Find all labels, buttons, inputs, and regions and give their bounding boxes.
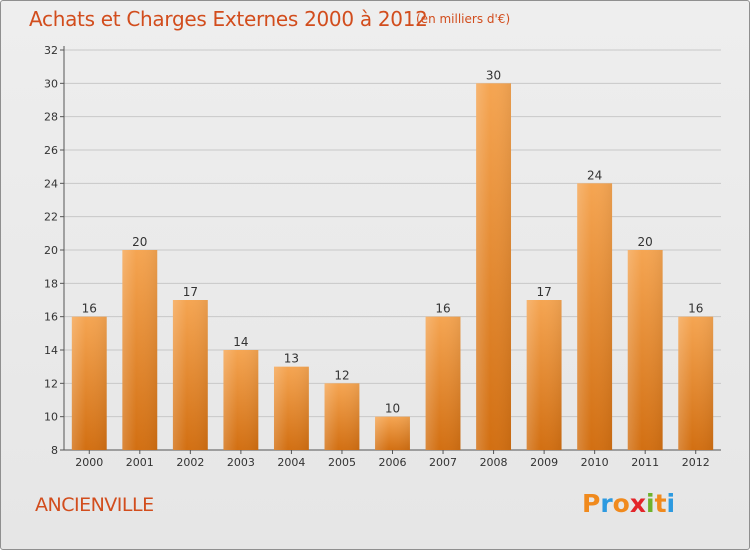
logo-letter: i xyxy=(646,489,655,518)
bar-shine xyxy=(678,316,714,450)
logo-letter: P xyxy=(582,489,601,518)
logo-letter: r xyxy=(600,489,613,518)
bar-shine xyxy=(425,316,461,450)
bar-shine xyxy=(375,416,410,450)
value-label-2001: 20 xyxy=(132,235,147,249)
x-tick-label: 2000 xyxy=(75,456,103,469)
x-tick-label: 2001 xyxy=(126,456,154,469)
y-tick-label: 10 xyxy=(44,411,58,424)
labels: 16 20 17 14 13 12 10 16 30 17 24 20 16 xyxy=(82,68,704,415)
logo-letter: i xyxy=(666,489,676,518)
bar-shine xyxy=(172,300,208,450)
logo-letter: o xyxy=(612,489,630,518)
value-label-2011: 20 xyxy=(638,235,653,249)
chart-unit: (en milliers d'€) xyxy=(416,12,511,26)
bar-shine xyxy=(273,366,309,450)
value-label-2010: 24 xyxy=(587,168,602,182)
y-tick-label: 8 xyxy=(51,444,58,457)
y-tick-label: 28 xyxy=(44,111,58,124)
x-tick-label: 2010 xyxy=(581,456,609,469)
y-tick-label: 32 xyxy=(44,44,58,57)
bar-shine xyxy=(577,183,613,451)
value-label-2004: 13 xyxy=(284,352,299,366)
x-tick-label: 2003 xyxy=(227,456,255,469)
bars xyxy=(71,83,714,451)
value-label-2008: 30 xyxy=(486,68,501,82)
y-tick-label: 24 xyxy=(44,177,58,190)
y-tick-label: 12 xyxy=(44,377,58,390)
y-tick-label: 16 xyxy=(44,311,58,324)
value-label-2012: 16 xyxy=(688,302,703,316)
bar-shine xyxy=(526,300,562,450)
bar-shine xyxy=(71,316,107,450)
value-label-2003: 14 xyxy=(233,335,248,349)
bar-shine xyxy=(476,83,512,450)
bar-shine xyxy=(223,350,259,450)
x-tick-label: 2008 xyxy=(480,456,508,469)
commune-name: ANCIENVILLE xyxy=(35,494,154,516)
x-tick-label: 2012 xyxy=(682,456,710,469)
y-tick-label: 20 xyxy=(44,244,58,257)
x-tick-label: 2006 xyxy=(379,456,407,469)
chart-title: Achats et Charges Externes 2000 à 2012 xyxy=(29,7,428,31)
y-tick-label: 22 xyxy=(44,211,58,224)
y-tick-label: 18 xyxy=(44,277,58,290)
bar-shine xyxy=(324,383,360,450)
logo-letter: t xyxy=(654,489,667,518)
x-tick-label: 2005 xyxy=(328,456,356,469)
value-label-2000: 16 xyxy=(82,302,97,316)
value-label-2005: 12 xyxy=(334,368,349,382)
grid xyxy=(64,49,721,418)
value-label-2009: 17 xyxy=(536,285,551,299)
logo-letter: x xyxy=(629,489,646,518)
x-tick-label: 2002 xyxy=(176,456,204,469)
y-tick-label: 26 xyxy=(44,144,58,157)
proxiti-logo: Proxiti xyxy=(582,489,675,518)
value-label-2006: 10 xyxy=(385,402,400,416)
x-tick-label: 2011 xyxy=(631,456,659,469)
x-tick-label: 2004 xyxy=(277,456,305,469)
x-tick-label: 2009 xyxy=(530,456,558,469)
y-tick-label: 30 xyxy=(44,77,58,90)
x-tick-label: 2007 xyxy=(429,456,457,469)
bar-shine xyxy=(627,250,663,450)
y-tick-label: 14 xyxy=(44,344,58,357)
value-label-2002: 17 xyxy=(183,285,198,299)
bar-shine xyxy=(122,250,158,450)
value-label-2007: 16 xyxy=(435,302,450,316)
